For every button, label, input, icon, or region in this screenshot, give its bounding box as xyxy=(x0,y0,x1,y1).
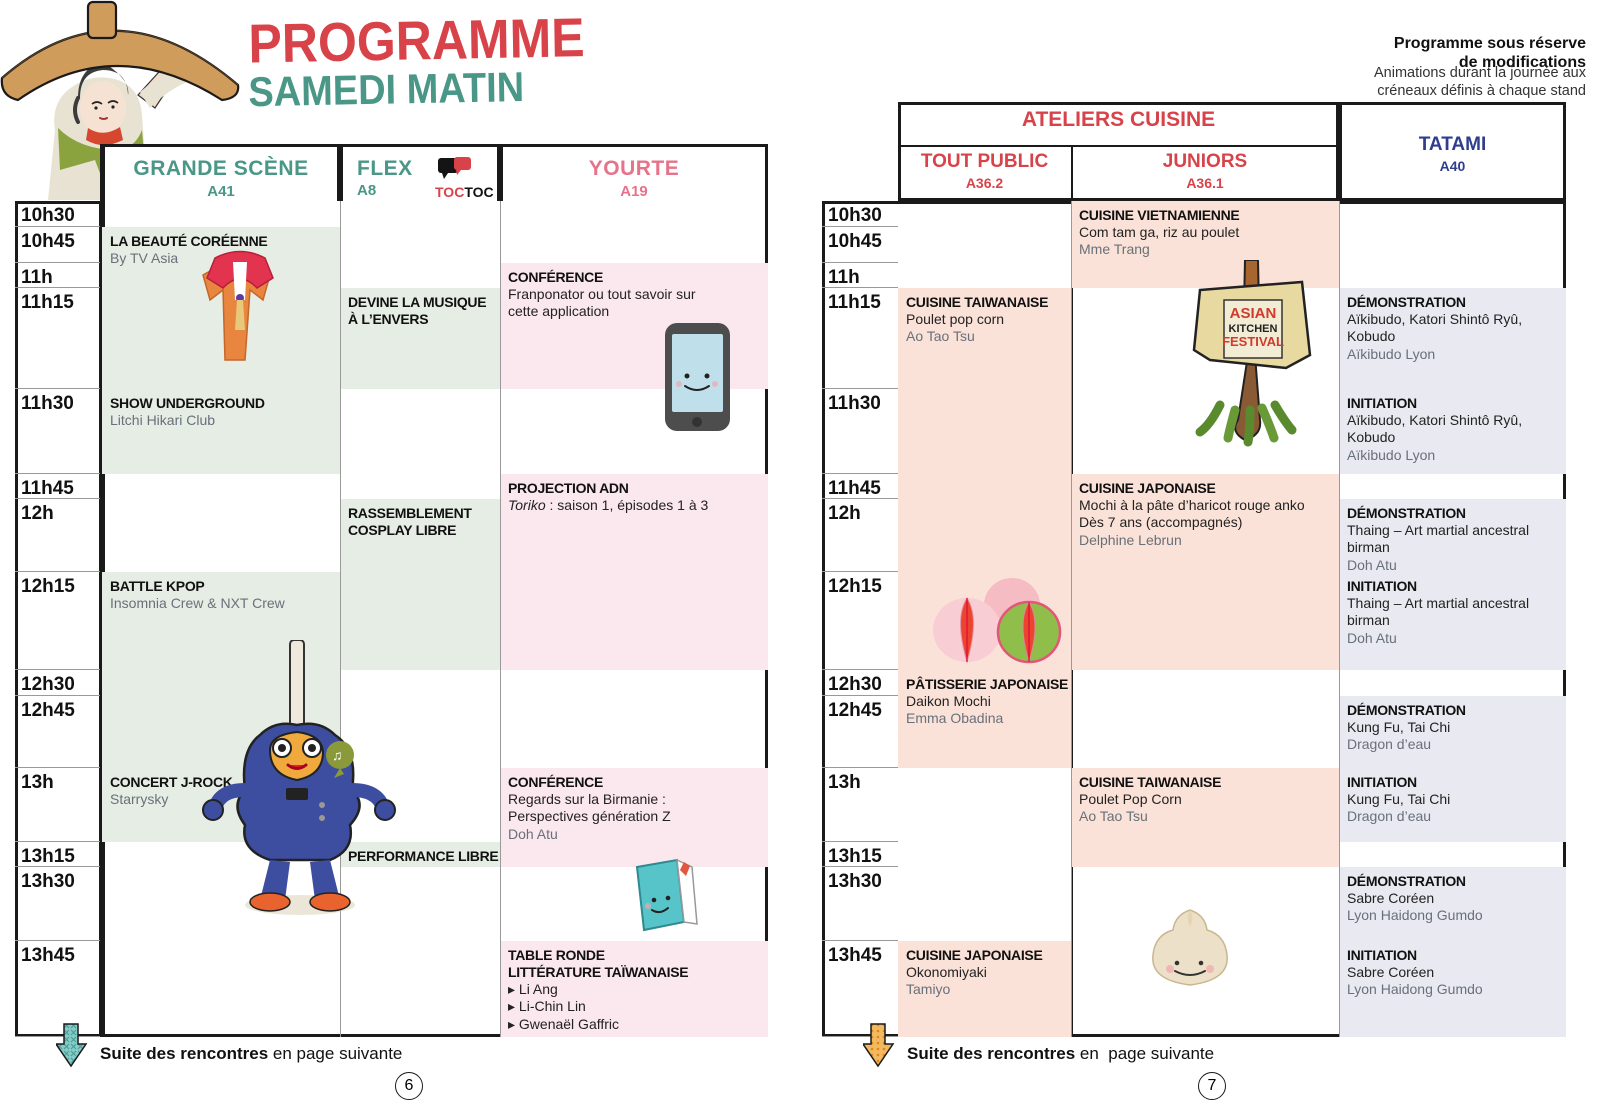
svg-text:ASIAN: ASIAN xyxy=(1230,305,1277,322)
svg-text:♫: ♫ xyxy=(332,747,343,763)
svg-text:FESTIVAL: FESTIVAL xyxy=(1222,334,1284,349)
